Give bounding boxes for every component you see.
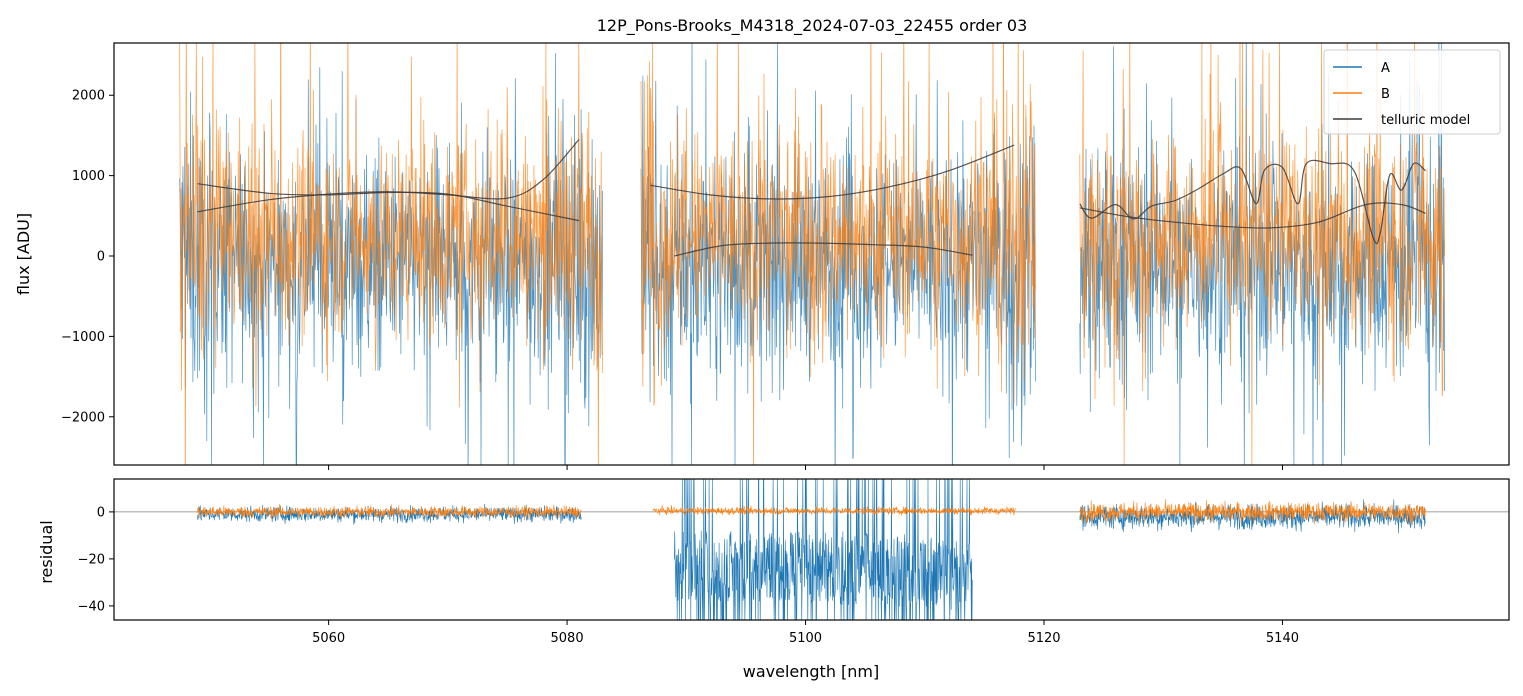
telluric-model-curve (1079, 202, 1426, 229)
spectrum-y-label: flux [ADU] (14, 213, 33, 295)
residual-xtick-label: 5140 (1266, 631, 1299, 646)
residual-b-line (197, 504, 582, 521)
spectrum-x-ticks (328, 465, 1283, 470)
residual-a-line (1079, 499, 1426, 534)
spectrum-ytick-label: 2000 (72, 89, 105, 104)
spectrum-y-ticks: −2000 −1000 0 1000 2000 (61, 89, 114, 425)
chart-title: 12P_Pons-Brooks_M4318_2024-07-03_22455 o… (597, 16, 1028, 36)
legend: A B telluric model (1323, 49, 1501, 135)
spectrum-ytick-label: 0 (97, 250, 105, 265)
legend-label-a: A (1381, 61, 1390, 76)
residual-y-label: residual (37, 520, 56, 583)
spectrum-ytick-label: −1000 (61, 330, 105, 345)
residual-xtick-label: 5100 (789, 631, 822, 646)
spectrum-axes-frame (113, 42, 1510, 466)
residual-b-line (1079, 499, 1426, 525)
residual-plot-area (114, 479, 1509, 620)
legend-box (1323, 49, 1501, 135)
legend-label-b: B (1381, 87, 1390, 102)
series-b-line (1079, 43, 1445, 465)
spectrum-plot-area (179, 43, 1445, 465)
legend-label-telluric: telluric model (1381, 113, 1470, 128)
telluric-model-curve (674, 242, 973, 257)
x-axis-label: wavelength [nm] (743, 662, 880, 681)
residual-a-line (674, 479, 973, 620)
residual-y-ticks: −40 −20 0 (78, 505, 114, 614)
series-b-line (640, 43, 1036, 465)
series-a-line (1079, 43, 1445, 465)
residual-ytick-label: −40 (78, 599, 105, 614)
residual-axes-frame (113, 478, 1510, 621)
series-a-line (640, 43, 1036, 465)
series-b-line (179, 43, 603, 465)
residual-ytick-label: −20 (78, 552, 105, 567)
residual-panel: −40 −20 0 5060 5080 5100 5120 5140 residual wa… (37, 478, 1510, 681)
residual-xtick-label: 5080 (551, 631, 584, 646)
residual-xtick-label: 5060 (312, 631, 345, 646)
telluric-model-curve (1079, 159, 1426, 245)
residual-ytick-label: 0 (97, 505, 105, 520)
telluric-model-curve (197, 139, 580, 213)
telluric-model-curve (197, 183, 580, 222)
spectrum-panel: −2000 −1000 0 1000 2000 flux [ADU] A B tellu… (14, 42, 1510, 470)
spectrum-ytick-label: 1000 (72, 169, 105, 184)
residual-xtick-label: 5120 (1027, 631, 1060, 646)
spectrum-ytick-label: −2000 (61, 410, 105, 425)
telluric-model-curve (650, 144, 1015, 200)
residual-x-ticks: 5060 5080 5100 5120 5140 (312, 620, 1299, 646)
residual-b-line (652, 505, 1016, 516)
